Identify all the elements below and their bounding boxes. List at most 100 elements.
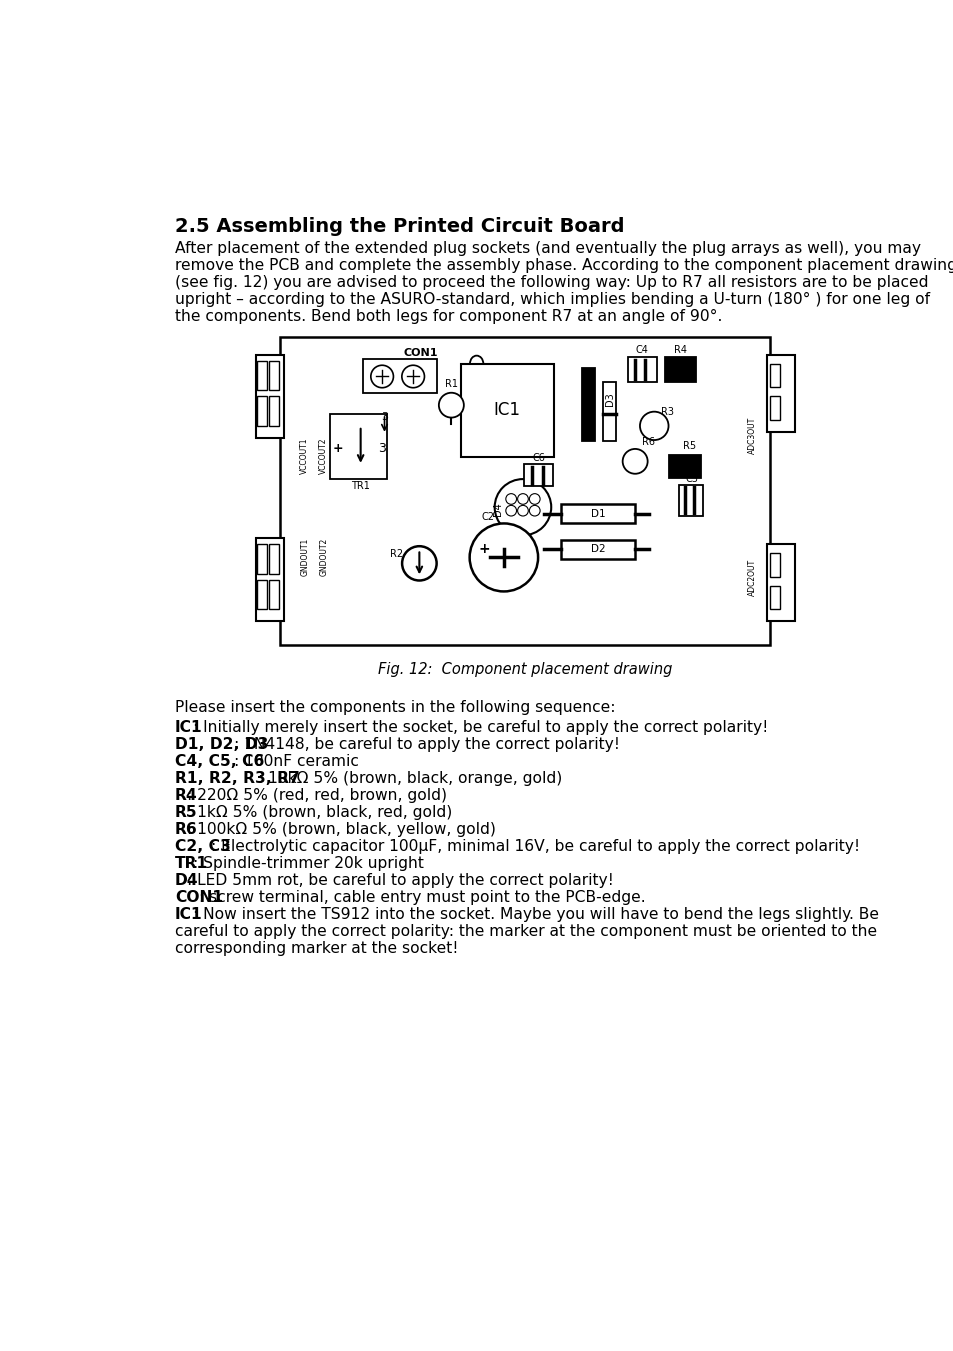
Bar: [255, 355, 283, 438]
Bar: [257, 544, 267, 574]
Text: R1, R2, R3, R7: R1, R2, R3, R7: [174, 771, 299, 786]
Text: C5: C5: [685, 473, 699, 484]
Text: C4, C5, C6: C4, C5, C6: [174, 754, 264, 769]
Text: C6: C6: [532, 453, 544, 463]
Text: CON1: CON1: [403, 347, 437, 358]
Text: R1: R1: [444, 378, 457, 389]
Text: : 10kΩ 5% (brown, black, orange, gold): : 10kΩ 5% (brown, black, orange, gold): [257, 771, 561, 786]
Bar: [581, 369, 594, 440]
Text: D4: D4: [174, 873, 198, 888]
Text: : Electrolytic capacitor 100μF, minimal 16V, be careful to apply the correct pol: : Electrolytic capacitor 100μF, minimal …: [211, 839, 859, 854]
Text: : 220Ω 5% (red, red, brown, gold): : 220Ω 5% (red, red, brown, gold): [187, 788, 446, 802]
Text: : 100kΩ 5% (brown, black, yellow, gold): : 100kΩ 5% (brown, black, yellow, gold): [187, 821, 496, 838]
Text: careful to apply the correct polarity: the marker at the component must be orien: careful to apply the correct polarity: t…: [174, 924, 876, 939]
Bar: [769, 585, 780, 609]
Circle shape: [505, 493, 516, 504]
Text: CON1: CON1: [174, 890, 223, 905]
Text: IC1: IC1: [174, 720, 203, 735]
Text: 3: 3: [380, 412, 388, 422]
Circle shape: [622, 449, 647, 474]
Bar: [257, 396, 267, 426]
Text: 2.5 Assembling the Printed Circuit Board: 2.5 Assembling the Printed Circuit Board: [174, 216, 624, 236]
Bar: [602, 381, 616, 440]
Bar: [460, 363, 554, 457]
Circle shape: [401, 365, 424, 388]
Text: : Now insert the TS912 into the socket. Maybe you will have to bend the legs sli: : Now insert the TS912 into the socket. …: [193, 907, 878, 921]
Bar: [280, 336, 769, 644]
Bar: [664, 357, 696, 381]
Bar: [769, 363, 780, 388]
Text: R6: R6: [641, 438, 655, 447]
Text: : Spindle-trimmer 20k upright: : Spindle-trimmer 20k upright: [193, 857, 423, 871]
Bar: [363, 359, 436, 393]
Text: D1: D1: [591, 509, 605, 519]
Text: TR1: TR1: [351, 481, 370, 490]
Text: remove the PCB and complete the assembly phase. According to the component place: remove the PCB and complete the assembly…: [174, 258, 953, 273]
Text: R5: R5: [682, 440, 696, 451]
Text: : 100nF ceramic: : 100nF ceramic: [234, 754, 359, 769]
Text: : 1N4148, be careful to apply the correct polarity!: : 1N4148, be careful to apply the correc…: [234, 738, 619, 753]
Text: D1, D2, D3: D1, D2, D3: [174, 738, 268, 753]
Bar: [269, 544, 278, 574]
Text: 3: 3: [377, 442, 386, 454]
Text: (see fig. 12) you are advised to proceed the following way: Up to R7 all resisto: (see fig. 12) you are advised to proceed…: [174, 276, 927, 290]
Circle shape: [517, 505, 528, 516]
Text: : 1kΩ 5% (brown, black, red, gold): : 1kΩ 5% (brown, black, red, gold): [187, 805, 452, 820]
Bar: [330, 413, 387, 480]
Text: IC1: IC1: [174, 907, 203, 921]
Text: : LED 5mm rot, be careful to apply the correct polarity!: : LED 5mm rot, be careful to apply the c…: [187, 873, 613, 888]
Text: R6: R6: [174, 821, 197, 838]
Text: upright – according to the ASURO-standard, which implies bending a U-turn (180° : upright – according to the ASURO-standar…: [174, 292, 929, 307]
Text: Fig. 12:  Component placement drawing: Fig. 12: Component placement drawing: [377, 662, 672, 677]
Bar: [257, 361, 267, 390]
Circle shape: [438, 393, 463, 417]
Bar: [766, 355, 794, 432]
Bar: [766, 544, 794, 621]
Bar: [560, 539, 635, 559]
Text: R7: R7: [582, 384, 593, 397]
Bar: [269, 396, 278, 426]
Text: TR1: TR1: [174, 857, 208, 871]
Text: GNDOUT1: GNDOUT1: [300, 538, 309, 577]
Circle shape: [505, 505, 516, 516]
Bar: [679, 485, 702, 516]
Circle shape: [517, 493, 528, 504]
Circle shape: [401, 546, 436, 581]
Text: : screw terminal, cable entry must point to the PCB-edge.: : screw terminal, cable entry must point…: [198, 890, 645, 905]
Bar: [269, 361, 278, 390]
Bar: [668, 455, 700, 478]
Text: R2: R2: [390, 550, 403, 559]
Circle shape: [371, 365, 393, 388]
Text: R4: R4: [674, 346, 686, 355]
Text: VCCOUT1: VCCOUT1: [300, 438, 309, 474]
Text: D3: D3: [605, 392, 615, 407]
Text: +: +: [332, 442, 343, 454]
Bar: [524, 465, 553, 486]
Text: R5: R5: [174, 805, 197, 820]
Text: ADC2OUT: ADC2OUT: [747, 559, 756, 596]
Text: C2, C3: C2, C3: [174, 839, 231, 854]
Text: +: +: [478, 542, 490, 555]
Bar: [560, 504, 635, 523]
Text: Please insert the components in the following sequence:: Please insert the components in the foll…: [174, 700, 615, 715]
Text: R3: R3: [660, 407, 674, 416]
Text: the components. Bend both legs for component R7 at an angle of 90°.: the components. Bend both legs for compo…: [174, 309, 721, 324]
Text: corresponding marker at the socket!: corresponding marker at the socket!: [174, 940, 458, 955]
Circle shape: [469, 523, 537, 592]
Text: GNDOUT2: GNDOUT2: [319, 538, 328, 577]
Text: C4: C4: [636, 346, 648, 355]
Bar: [769, 396, 780, 420]
Bar: [627, 357, 656, 381]
Bar: [255, 538, 283, 621]
Circle shape: [529, 505, 539, 516]
Text: After placement of the extended plug sockets (and eventually the plug arrays as : After placement of the extended plug soc…: [174, 242, 920, 257]
Bar: [269, 580, 278, 609]
Bar: [257, 580, 267, 609]
Circle shape: [495, 480, 551, 535]
Circle shape: [639, 412, 668, 440]
Text: IC1: IC1: [494, 401, 520, 419]
Text: ADC3OUT: ADC3OUT: [747, 417, 756, 454]
Text: : Initially merely insert the socket, be careful to apply the correct polarity!: : Initially merely insert the socket, be…: [193, 720, 767, 735]
Text: D4: D4: [493, 501, 502, 516]
Text: R4: R4: [174, 788, 197, 802]
